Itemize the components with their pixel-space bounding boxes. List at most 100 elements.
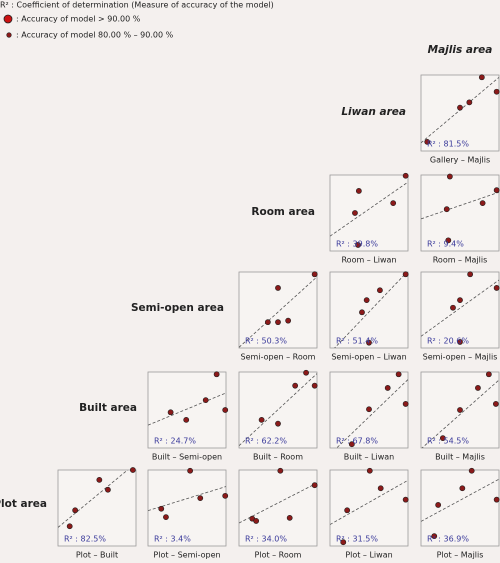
- r2-label: R² : 62.2%: [245, 437, 287, 446]
- point: [222, 492, 229, 499]
- panel-label: Built – Liwan: [344, 453, 394, 462]
- panel-frame: [420, 174, 500, 252]
- point: [275, 420, 281, 427]
- panel-label: Gallery – Majlis: [430, 156, 490, 165]
- point: [377, 287, 383, 294]
- panel-label: Plot – Room: [255, 551, 302, 560]
- legend-large: : Accuracy of model > 90.00 %: [16, 15, 141, 24]
- trend-line: [239, 276, 317, 348]
- r2-label: R² : 36.9%: [427, 535, 469, 544]
- trend-line: [148, 486, 226, 512]
- panel-label: Plot – Majlis: [437, 551, 484, 560]
- point: [467, 271, 474, 278]
- point: [258, 416, 265, 423]
- point: [475, 385, 481, 391]
- trend-line: [421, 379, 499, 448]
- point: [275, 319, 281, 326]
- r2-label: R² : 51.4%: [336, 337, 378, 346]
- point: [286, 514, 293, 521]
- point: [355, 188, 362, 194]
- panel-label: Semi-open – Liwan: [331, 353, 406, 362]
- point: [213, 371, 220, 378]
- point: [493, 88, 500, 95]
- panel-label: Room – Liwan: [341, 256, 396, 265]
- point: [183, 416, 190, 423]
- panel-label: Plot – Semi-open: [153, 551, 220, 560]
- point: [158, 505, 165, 512]
- point: [402, 172, 409, 179]
- row-title: Semi-open area: [131, 302, 224, 314]
- point: [395, 371, 402, 378]
- row-title: Majlis area: [428, 44, 493, 56]
- panel-frame: [420, 74, 500, 152]
- r2-label: R² : 34.0%: [245, 535, 287, 544]
- r2-label: R² : 20.6%: [427, 337, 469, 346]
- panel-frame: [329, 271, 409, 349]
- point: [359, 309, 365, 316]
- point: [352, 210, 358, 216]
- r2-label: R² : 24.7%: [154, 437, 196, 446]
- point: [292, 382, 299, 389]
- panel-frame: [420, 271, 500, 349]
- point: [275, 285, 281, 291]
- point: [443, 206, 450, 213]
- trend-line: [334, 272, 408, 348]
- panel-label: Plot – Built: [76, 551, 118, 560]
- point: [72, 507, 79, 514]
- point: [459, 485, 466, 492]
- point: [163, 514, 169, 521]
- legend-small: : Accuracy of model 80.00 % – 90.00 %: [16, 31, 174, 40]
- point: [424, 138, 431, 145]
- point: [105, 486, 111, 493]
- point: [366, 406, 372, 413]
- r2-label: R² : 3.4%: [154, 535, 191, 544]
- panel-frame: [147, 371, 227, 449]
- trend-line: [239, 373, 317, 447]
- point: [303, 369, 309, 376]
- point: [457, 407, 463, 413]
- trend-line: [330, 181, 408, 237]
- point: [377, 485, 384, 492]
- legend-small-marker: [6, 32, 12, 38]
- point: [402, 271, 409, 278]
- point: [384, 385, 391, 391]
- row-title: Room area: [251, 206, 315, 218]
- point: [197, 495, 204, 502]
- point: [402, 401, 409, 407]
- panel-frame: [57, 469, 137, 547]
- panel-label: Plot – Liwan: [345, 551, 392, 560]
- point: [202, 397, 209, 404]
- trend-line: [148, 392, 226, 426]
- legend-r2: R² : Coefficient of determination (Measu…: [0, 1, 274, 10]
- row-title: Plot area: [0, 498, 47, 510]
- point: [439, 435, 446, 442]
- point: [355, 242, 361, 248]
- r2-label: R² : 81.5%: [427, 140, 469, 149]
- point: [187, 467, 194, 474]
- r2-label: R² : 9.4%: [427, 240, 464, 249]
- point: [363, 297, 370, 304]
- point: [431, 533, 438, 540]
- trend-line: [421, 279, 499, 337]
- trend-line: [421, 191, 499, 220]
- point: [457, 297, 463, 304]
- point: [446, 173, 453, 180]
- point: [457, 104, 463, 111]
- point: [485, 371, 492, 378]
- r2-label: R² : 39.8%: [336, 240, 378, 249]
- panel-label: Built – Room: [253, 453, 303, 462]
- point: [285, 317, 292, 324]
- r2-label: R² : 50.3%: [245, 337, 287, 346]
- panel-label: Semi-open – Room: [241, 353, 316, 362]
- panel-frame: [238, 469, 318, 547]
- point: [450, 304, 456, 311]
- point: [277, 467, 284, 474]
- panel-frame: [329, 174, 409, 252]
- row-title: Liwan area: [341, 106, 406, 118]
- row-title: Built area: [79, 402, 137, 414]
- r2-label: R² : 54.5%: [427, 437, 469, 446]
- point: [366, 339, 372, 346]
- panel-label: Room – Majlis: [433, 256, 488, 265]
- legend-large-marker: [3, 14, 13, 24]
- r2-label: R² : 31.5%: [336, 535, 378, 544]
